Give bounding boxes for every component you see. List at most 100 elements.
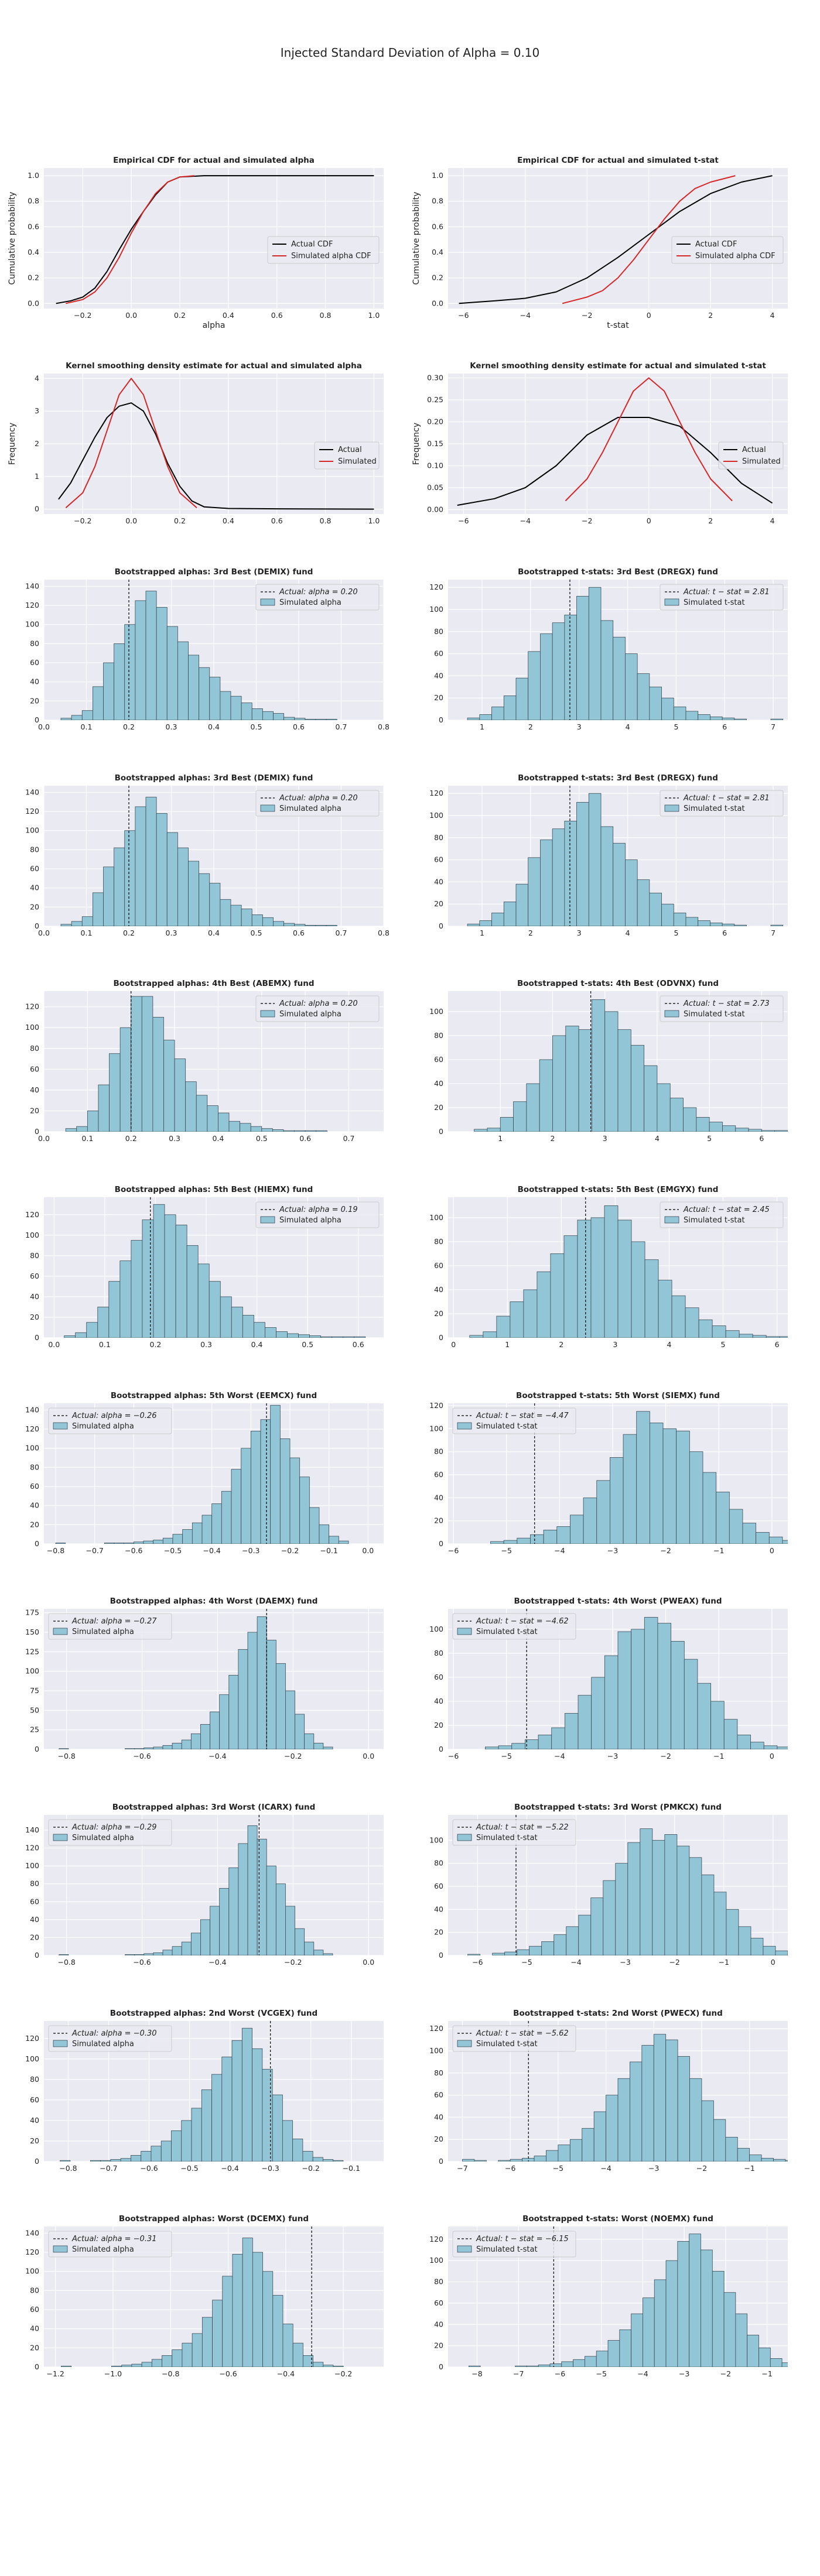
y-tick-label: 40: [30, 1292, 39, 1301]
histogram-bar: [689, 1451, 703, 1544]
y-tick-label: 0: [35, 2157, 39, 2166]
histogram-bar: [604, 1205, 619, 1338]
x-tick-label: 0: [647, 311, 651, 320]
subplot-20: Actual: t − stat = −5.62 Simulated t-stat…: [429, 2009, 788, 2173]
histogram-bar: [677, 2056, 690, 2161]
y-tick-label: 60: [434, 1673, 443, 1681]
x-tick-label: −0.7: [100, 2164, 117, 2173]
histogram-bar: [210, 1906, 220, 1955]
y-axis-label: Frequency: [8, 423, 17, 465]
histogram-bar: [596, 1480, 610, 1544]
histogram-bar: [313, 1742, 324, 1749]
histogram-bar: [241, 703, 252, 720]
histogram-bar: [710, 922, 723, 926]
legend-actual-label: Actual: alpha = −0.30: [71, 2029, 157, 2038]
x-tick-label: 0.1: [81, 1134, 93, 1143]
histogram-bar: [701, 1874, 715, 1955]
histogram-bar: [763, 1745, 778, 1749]
legend-box: [255, 995, 380, 1022]
histogram-bar: [192, 2333, 203, 2367]
histogram-bar: [181, 2120, 192, 2161]
histogram-bar: [156, 813, 168, 926]
legend: Actual: t − stat = −5.22 Simulated t-stat: [452, 1819, 576, 1846]
histogram-bar: [761, 2157, 774, 2161]
histogram-bar: [273, 921, 285, 926]
histogram-bar: [756, 1532, 770, 1544]
histogram-bar: [712, 2270, 725, 2367]
subplot-9: Actual: alpha = 0.20 Simulated alpha 0.0 0.…: [25, 979, 384, 1143]
legend-sim-label: Simulated t-stat: [684, 598, 745, 607]
legend: Actual: alpha = −0.29 Simulated alpha: [48, 1819, 172, 1846]
y-tick-label: 100: [429, 605, 443, 614]
histogram-bar: [513, 1101, 527, 1132]
y-tick-label: 20: [434, 899, 443, 908]
x-tick-label: −6: [555, 2369, 565, 2378]
legend-box: [255, 584, 380, 611]
y-tick-label: 100: [429, 2046, 443, 2055]
histogram-bar: [242, 1315, 254, 1338]
histogram-bar: [576, 595, 589, 720]
legend: Actual: t − stat = −6.15 Simulated t-stat: [452, 2231, 576, 2258]
histogram-bar: [467, 717, 480, 720]
histogram-bar: [775, 1950, 788, 1955]
x-tick-label: 0.3: [169, 1134, 180, 1143]
x-tick-label: −0.1: [343, 2164, 360, 2173]
histogram-bar: [761, 1130, 775, 1132]
histogram-bar: [503, 696, 517, 720]
histogram-bar: [230, 905, 242, 926]
histogram-bar: [228, 1674, 239, 1749]
histogram-bar: [210, 1711, 220, 1749]
x-tick-label: 3: [577, 722, 582, 731]
histogram-bar: [160, 2140, 172, 2161]
y-tick-label: 60: [434, 1470, 443, 1479]
legend-box: [452, 2025, 576, 2052]
y-tick-label: 1.0: [432, 171, 443, 180]
histogram-bar: [201, 2089, 212, 2161]
legend-sim-label: Simulated alpha: [72, 2040, 134, 2049]
legend-actual-label: Actual: t − stat = 2.81: [683, 588, 770, 597]
y-tick-label: 60: [30, 658, 39, 667]
subplot-2: Actual CDF Simulated alpha CDF −6 −4 −2 0 2 4 0.…: [412, 156, 788, 330]
histogram-bar: [98, 1084, 110, 1132]
histogram-bar: [713, 2119, 726, 2161]
legend-sim-swatch: [664, 598, 679, 606]
legend-sim-label: Simulated t-stat: [684, 1010, 745, 1019]
histogram-bar: [479, 920, 492, 926]
x-tick-label: −4: [570, 1958, 581, 1967]
histogram-bar: [551, 1727, 565, 1749]
legend: Actual: alpha = −0.27 Simulated alpha: [48, 1613, 172, 1640]
histogram-bar: [60, 2160, 71, 2161]
plot-content: [474, 991, 788, 1132]
histogram-bar: [230, 696, 242, 720]
x-tick-label: 0.6: [293, 722, 305, 731]
x-tick-label: −6: [448, 1546, 459, 1555]
histogram-bar: [631, 2313, 643, 2367]
subplot-title: Bootstrapped alphas: 3rd Best (DEMIX) fu…: [115, 773, 313, 783]
histogram-bar: [556, 1526, 570, 1544]
plot-content: [459, 175, 773, 304]
y-tick-label: 50: [30, 1705, 39, 1714]
x-tick-label: −0.6: [140, 2164, 158, 2173]
x-tick-label: −5: [501, 1752, 511, 1760]
legend-actual-label: Actual: alpha = 0.20: [279, 794, 358, 803]
y-tick-label: 100: [429, 1213, 443, 1222]
legend-box: [48, 1613, 172, 1640]
legend: Actual Simulated: [718, 441, 784, 470]
histogram-bar: [221, 2056, 233, 2161]
histogram-bar: [241, 909, 252, 926]
y-tick-label: 1.0: [28, 171, 39, 180]
histogram-bar: [220, 899, 231, 926]
series-line: [58, 402, 374, 510]
histogram-bar: [64, 1335, 76, 1338]
x-tick-label: 0.5: [251, 722, 262, 731]
histogram-bar: [316, 1130, 327, 1132]
y-tick-label: 20: [434, 1516, 443, 1525]
x-tick-label: −4: [554, 1546, 565, 1555]
histogram-bar: [474, 1129, 488, 1132]
x-tick-label: 6: [759, 1134, 764, 1143]
y-tick-label: 0.4: [432, 248, 443, 256]
x-tick-label: 0.6: [353, 1340, 364, 1349]
legend-actual-label: Actual: t − stat = −4.62: [476, 1617, 569, 1626]
x-tick-label: −0.2: [281, 1546, 299, 1555]
x-tick-label: 0.8: [378, 722, 390, 731]
